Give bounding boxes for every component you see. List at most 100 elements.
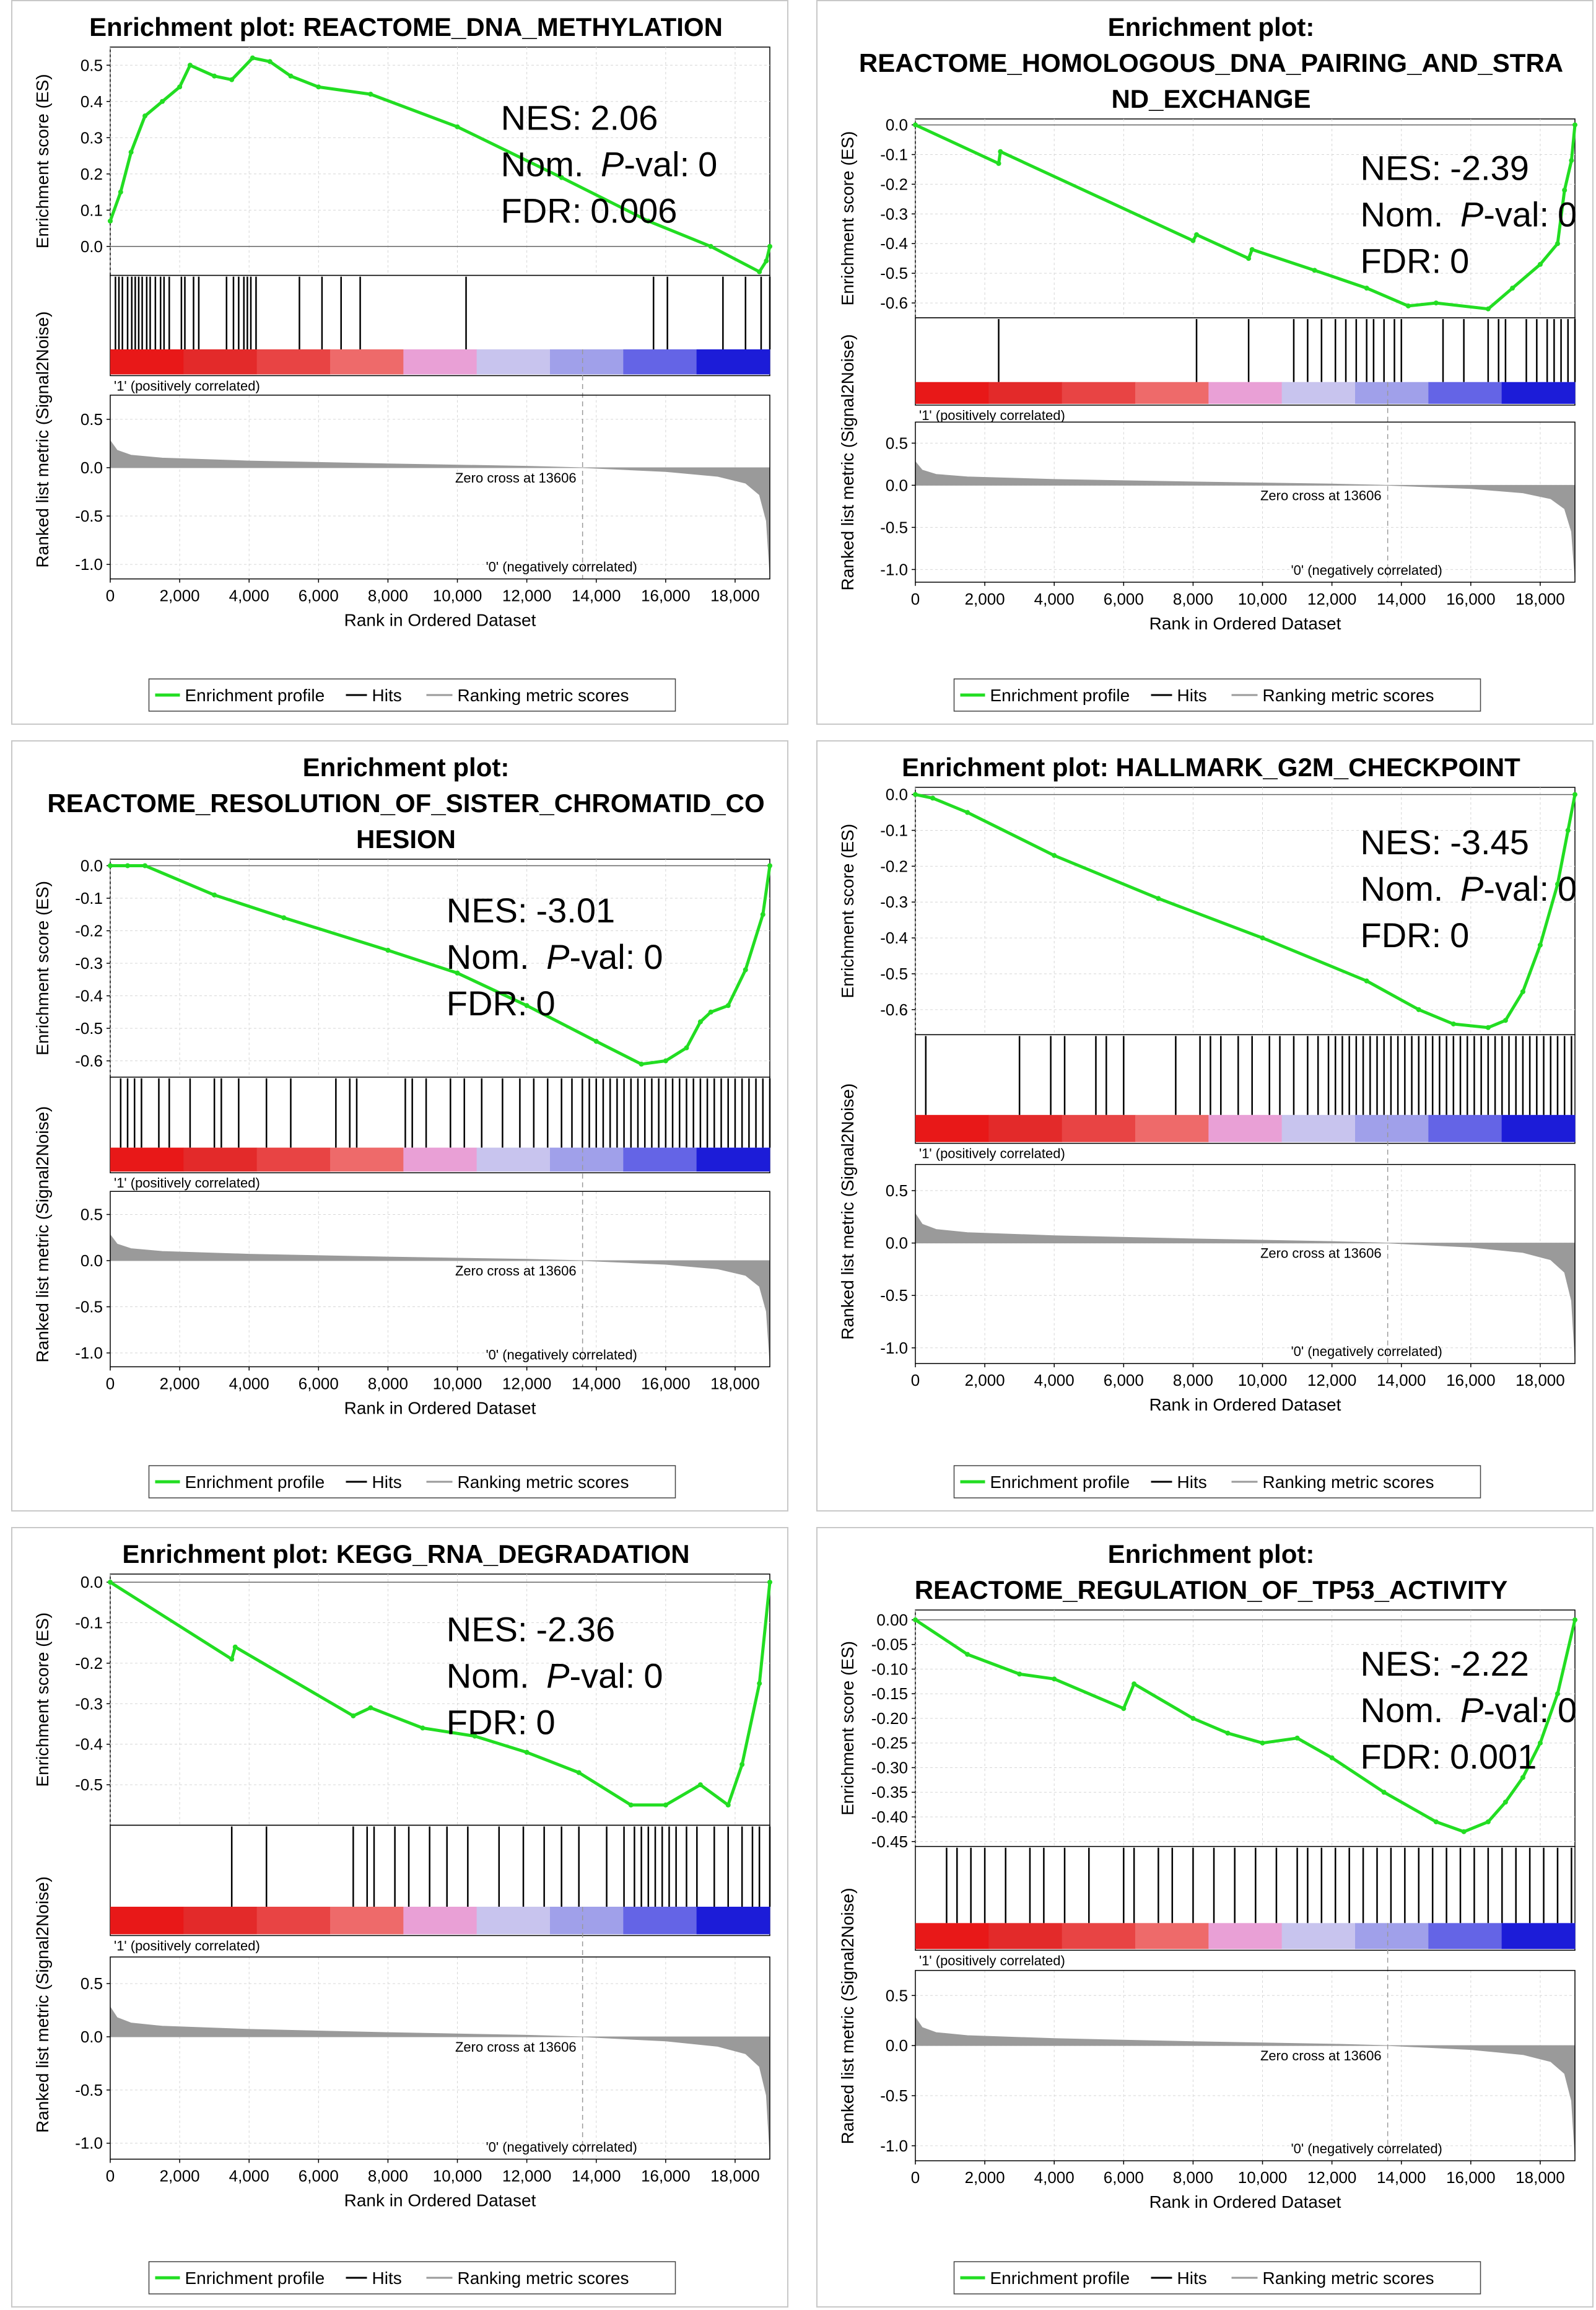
es-curve-point xyxy=(663,1058,668,1064)
es-curve-point xyxy=(767,863,772,868)
x-tick-label: 18,000 xyxy=(1515,2168,1565,2187)
x-tick-label: 8,000 xyxy=(1173,590,1213,608)
es-curve-point xyxy=(142,863,148,868)
legend-label-metric: Ranking metric scores xyxy=(1263,686,1434,705)
metric-y-axis-label: Ranked list metric (Signal2Noise) xyxy=(838,1083,857,1340)
positively-correlated-label: '1' (positively correlated) xyxy=(114,378,260,393)
nes-label: NES: xyxy=(1361,1644,1442,1683)
legend-label-enrichment: Enrichment profile xyxy=(990,1472,1130,1492)
metric-y-axis-label: Ranked list metric (Signal2Noise) xyxy=(33,312,52,568)
heat-strip-segment xyxy=(1135,382,1209,404)
metric-y-tick-label: 0.0 xyxy=(886,1234,908,1253)
heat-strip-segment xyxy=(256,349,331,375)
metric-y-tick-label: -0.5 xyxy=(75,2081,103,2099)
zero-cross-label: Zero cross at 13606 xyxy=(455,2039,577,2055)
positively-correlated-label: '1' (positively correlated) xyxy=(114,1175,260,1191)
es-plot-frame xyxy=(110,46,770,276)
pval-prefix: Nom. xyxy=(447,937,539,976)
es-y-tick-label: -0.3 xyxy=(880,893,908,911)
es-y-tick-label: -0.05 xyxy=(871,1635,908,1654)
x-tick-label: 2,000 xyxy=(160,2166,200,2185)
es-curve-point xyxy=(1194,232,1200,237)
metric-y-tick-label: -0.5 xyxy=(75,1298,103,1316)
es-curve-point xyxy=(708,1009,713,1015)
es-curve-line xyxy=(110,864,772,1066)
pval-p: P xyxy=(1460,869,1483,908)
x-tick-label: 2,000 xyxy=(965,1371,1005,1389)
es-curve-point xyxy=(1132,1681,1137,1687)
negatively-correlated-label: '0' (negatively correlated) xyxy=(1291,562,1442,578)
es-curve-point xyxy=(351,1713,356,1718)
es-curve-point xyxy=(739,1762,745,1767)
heat-strip-segment xyxy=(330,1147,404,1172)
es-curve-point xyxy=(767,1580,772,1585)
x-axis-label: Rank in Ordered Dataset xyxy=(1149,2192,1341,2212)
es-y-tick-label: -0.4 xyxy=(75,1735,103,1754)
x-tick-label: 8,000 xyxy=(368,2166,408,2185)
fdr-label: FDR: xyxy=(1361,1737,1442,1776)
x-axis-label: Rank in Ordered Dataset xyxy=(344,2190,536,2210)
legend-label-metric: Ranking metric scores xyxy=(458,686,629,705)
es-curve-point xyxy=(1329,1755,1335,1761)
es-curve-line xyxy=(109,1580,772,1807)
x-tick-label: 18,000 xyxy=(710,587,760,605)
es-curve-point xyxy=(1572,1617,1577,1622)
x-tick-label: 4,000 xyxy=(229,587,269,605)
pval-number: 0 xyxy=(1558,195,1577,234)
fdr-value: FDR: 0 xyxy=(1361,242,1470,281)
x-tick-label: 18,000 xyxy=(710,1374,760,1393)
heat-strip-segment xyxy=(403,349,477,375)
es-curve-point xyxy=(177,84,183,90)
heat-strip-segment xyxy=(1281,1114,1356,1142)
es-y-tick-label: -0.2 xyxy=(75,922,103,940)
es-curve-point xyxy=(708,243,713,249)
fdr-number: 0 xyxy=(536,1703,555,1742)
heat-strip-segment xyxy=(1208,1114,1283,1142)
x-tick-label: 0 xyxy=(911,2168,920,2187)
x-tick-label: 4,000 xyxy=(1034,590,1075,608)
x-tick-label: 6,000 xyxy=(299,2166,339,2185)
chart-title-line-2: REACTOME_RESOLUTION_OF_SISTER_CHROMATID_… xyxy=(47,789,764,818)
legend-label-hits: Hits xyxy=(372,686,402,705)
es-plot-frame xyxy=(915,1609,1576,1847)
heat-strip-segment xyxy=(988,1114,1063,1142)
x-tick-label: 18,000 xyxy=(710,2166,760,2185)
metric-plot-area xyxy=(915,1164,1575,1364)
es-curve-point xyxy=(767,243,772,249)
es-y-tick-label: 0.3 xyxy=(81,128,103,147)
x-axis-label: Rank in Ordered Dataset xyxy=(1149,1395,1341,1414)
heat-strip-segment xyxy=(988,382,1063,404)
es-curve-point xyxy=(128,149,134,155)
pval-value: Nom. P-val: 0 xyxy=(1361,1691,1577,1730)
es-curve-point xyxy=(1450,1021,1456,1026)
metric-plot-area xyxy=(915,1970,1575,2161)
es-curve-point xyxy=(628,1802,634,1808)
heat-strip-segment xyxy=(110,1147,184,1172)
heat-strip-segment xyxy=(696,349,770,375)
es-y-tick-label: 0.5 xyxy=(81,56,103,74)
es-y-tick-label: 0.2 xyxy=(81,165,103,183)
es-curve-point xyxy=(1156,896,1161,901)
pval-p: P xyxy=(546,937,569,976)
heat-strip-segment xyxy=(476,1147,551,1172)
es-curve-point xyxy=(524,1749,530,1755)
ranking-metric-area xyxy=(110,439,770,574)
nes-number: -3.45 xyxy=(1450,823,1529,862)
metric-plot-area xyxy=(915,422,1575,582)
metric-y-axis-label: Ranked list metric (Signal2Noise) xyxy=(838,334,857,590)
pval-suffix: -val: xyxy=(624,145,689,184)
es-curve-point xyxy=(743,967,748,973)
chart-svg: Enrichment plot: REACTOME_DNA_METHYLATIO… xyxy=(11,0,788,725)
es-y-tick-label: -0.2 xyxy=(880,175,908,193)
metric-y-axis-label: Ranked list metric (Signal2Noise) xyxy=(33,1106,52,1363)
es-curve-point xyxy=(455,970,460,976)
es-curve-point xyxy=(1433,1819,1439,1824)
es-y-tick-label: 0.1 xyxy=(81,201,103,219)
x-tick-label: 18,000 xyxy=(1515,590,1565,608)
pval-prefix: Nom. xyxy=(447,1656,539,1695)
legend-label-metric: Ranking metric scores xyxy=(458,2268,629,2288)
es-curve-point xyxy=(472,1733,477,1739)
heat-strip-segment xyxy=(1062,1923,1136,1949)
es-curve-point xyxy=(684,1045,689,1051)
es-curve-point xyxy=(725,1802,731,1808)
